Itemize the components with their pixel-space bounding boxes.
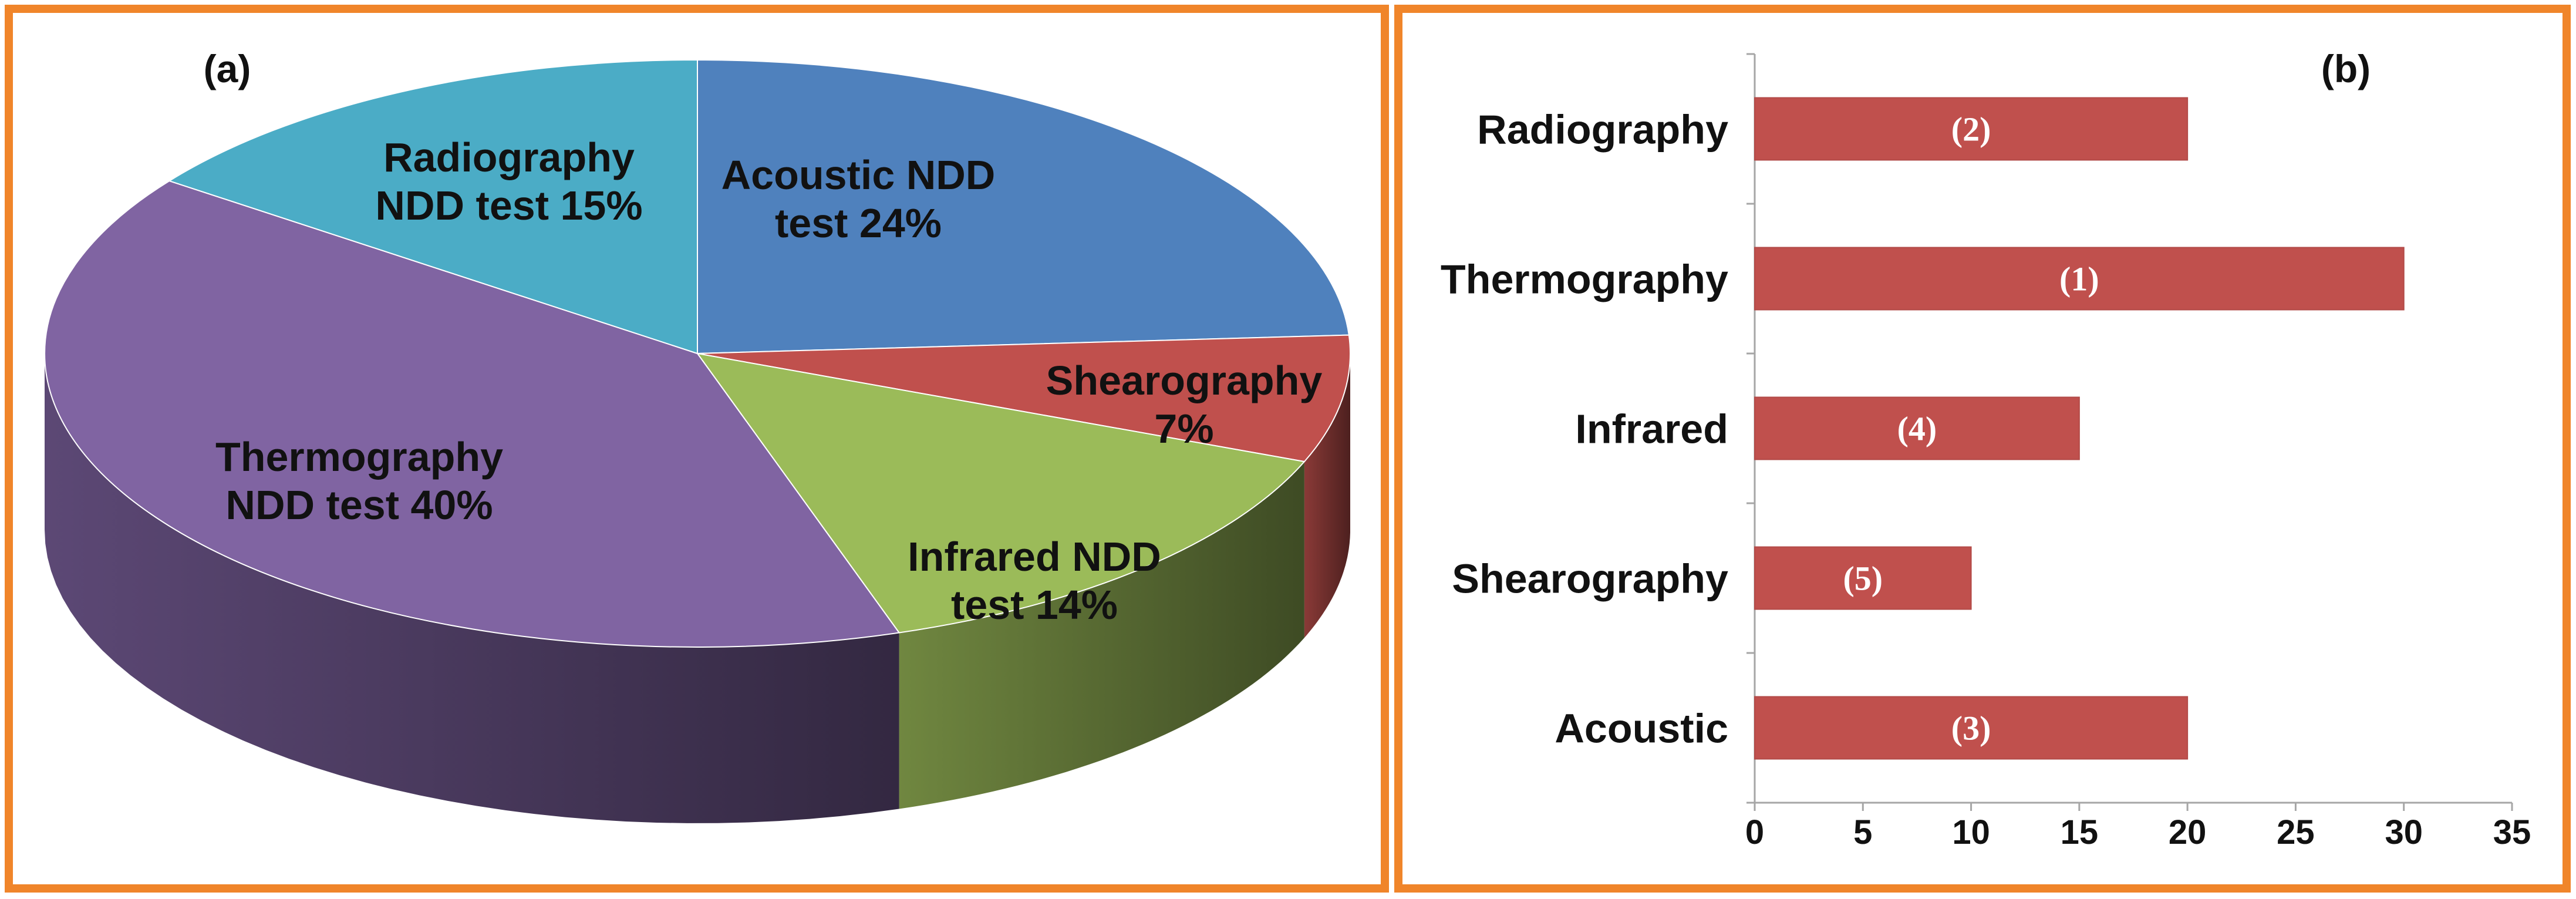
x-tick-label: 25 <box>2277 813 2315 851</box>
bar-acoustic <box>1754 696 2189 760</box>
x-tick-label: 35 <box>2493 813 2531 851</box>
bar-label-shearography: (5) <box>1843 560 1883 598</box>
x-tick-label: 5 <box>1853 813 1872 851</box>
x-tick-label: 0 <box>1745 813 1764 851</box>
pie-slice-shearography <box>697 334 1351 463</box>
bar-thermography <box>1754 247 2405 311</box>
pie-labels: Acoustic NDD test 24% Shearography 7% Infrar… <box>215 134 1322 628</box>
x-tick-label: 20 <box>2169 813 2207 851</box>
pie-side-shearography <box>1304 353 1350 638</box>
bar-chart: 0 5 10 15 20 25 30 35 Radiography (2) Thermograph… <box>1441 47 2531 851</box>
pie-sides <box>45 353 1350 823</box>
pie-slice-acoustic-ndd-test <box>697 59 1350 355</box>
pie-label-shearography: Shearography 7% <box>1046 358 1323 452</box>
pie-slices <box>44 59 1351 648</box>
bar-label-acoustic: (3) <box>1951 709 1991 748</box>
pie-side-infrared-ndd-test <box>899 462 1304 809</box>
category-label-thermography: Thermography <box>1441 257 1728 302</box>
bar-bars <box>1754 97 2405 760</box>
bar-chart-panel: 0 5 10 15 20 25 30 35 Radiography (2) Thermograph… <box>1394 5 2571 893</box>
pie-chart: Acoustic NDD test 24% Shearography 7% Infrar… <box>44 47 1351 823</box>
category-label-acoustic: Acoustic <box>1555 706 1728 752</box>
pie-slice-radiography-ndd-test <box>168 59 698 355</box>
x-tick-label: 30 <box>2385 813 2423 851</box>
bar-label-radiography: (2) <box>1951 110 1991 149</box>
category-label-shearography: Shearography <box>1452 556 1728 602</box>
pie-chart-panel: Acoustic NDD test 24% Shearography 7% Infrar… <box>5 5 1389 893</box>
pie-label-radiography-ndd-test: Radiography NDD test 15% <box>375 134 642 228</box>
bar-shearography <box>1754 546 1972 610</box>
bar-labels: Radiography (2) Thermography (1) Infrared (4)… <box>1441 107 2099 752</box>
bar-radiography <box>1754 97 2189 161</box>
panel-label-a: (a) <box>204 47 251 90</box>
pie-label-thermography-ndd-test: Thermography NDD test 40% <box>215 434 503 528</box>
pie-slice-thermography-ndd-test <box>44 180 901 648</box>
category-label-infrared: Infrared <box>1575 406 1728 452</box>
bar-infrared <box>1754 396 2080 460</box>
panel-label-b: (b) <box>2321 47 2371 90</box>
x-tick-label: 15 <box>2061 813 2099 851</box>
category-label-radiography: Radiography <box>1477 107 1728 153</box>
bar-label-infrared: (4) <box>1897 410 1937 448</box>
pie-label-infrared-ndd-test: Infrared NDD test 14% <box>908 534 1161 628</box>
bar-label-thermography: (1) <box>2059 260 2099 298</box>
x-tick-label: 10 <box>1952 813 1990 851</box>
pie-label-acoustic-ndd-test: Acoustic NDD test 24% <box>721 152 996 246</box>
pie-side-thermography-ndd-test <box>45 353 899 823</box>
